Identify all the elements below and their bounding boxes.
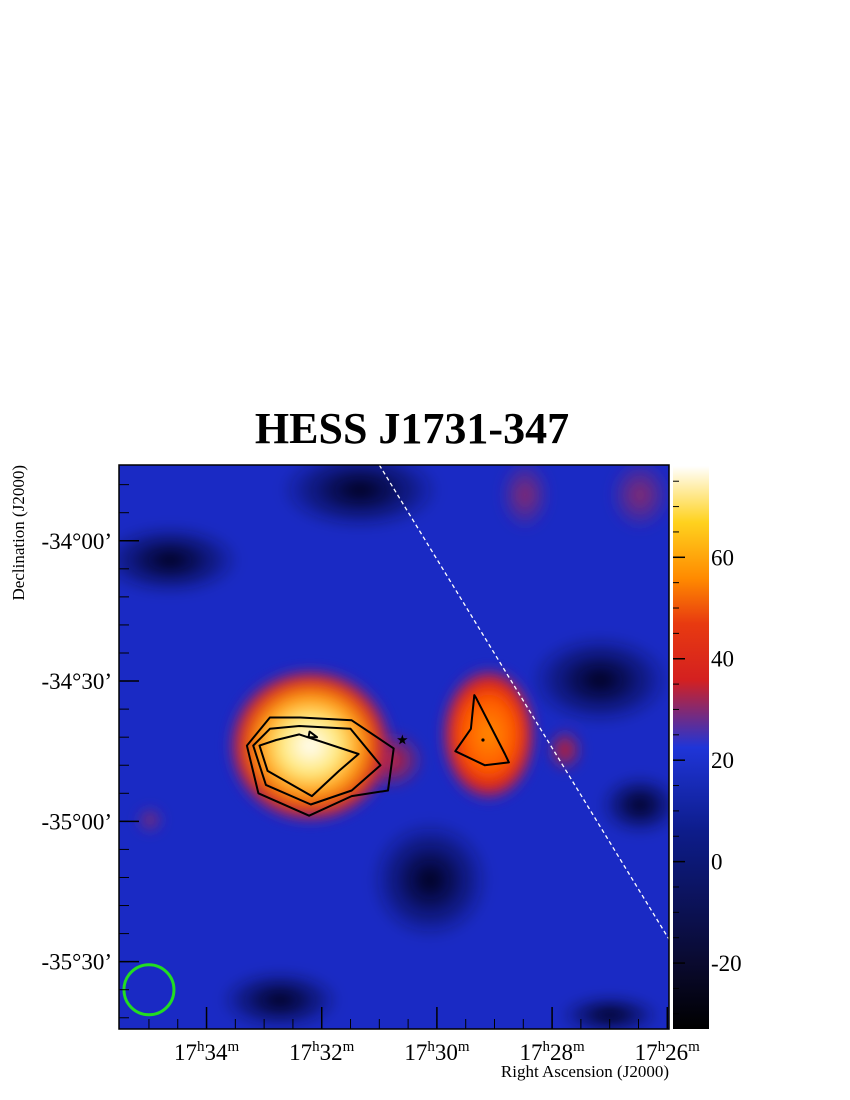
dark-region	[280, 465, 440, 530]
plot-frame	[118, 464, 670, 1030]
dark-region	[370, 820, 490, 940]
dark-region	[119, 525, 240, 595]
markers	[397, 734, 485, 745]
x-tick-label: 17h28m	[520, 1039, 586, 1065]
contour-1	[252, 725, 382, 806]
y-tick-label: -34°00’	[41, 529, 112, 554]
contour-4	[454, 694, 510, 767]
colorbar-tick-label: 60	[711, 545, 734, 570]
dark-region	[530, 635, 669, 725]
colorbar	[673, 466, 709, 1029]
source-main	[225, 665, 396, 826]
colorbar-ticks: -20 0 20 40 60	[673, 480, 742, 1015]
y-tick-label: -35°00’	[41, 809, 112, 834]
galactic-plane-line	[378, 465, 669, 940]
colorbar-tick-label: -20	[711, 951, 742, 976]
dark-region	[220, 970, 340, 1029]
contour-3	[307, 730, 319, 739]
purple-region	[136, 806, 164, 834]
dot-marker	[481, 738, 485, 742]
source-secondary	[438, 664, 539, 805]
x-tick-label: 17h30m	[404, 1039, 470, 1065]
y-axis-label: Declination (J2000)	[9, 465, 28, 601]
x-tick-label: 17h34m	[174, 1039, 239, 1065]
x-tick-label: 17h32m	[289, 1039, 355, 1065]
purple-region	[610, 465, 669, 530]
star-marker	[397, 734, 408, 745]
colorbar-tick-label: 40	[711, 647, 734, 672]
contours	[245, 694, 510, 817]
plot-area	[119, 465, 669, 1029]
x-ticks: 17h34m 17h32m 17h30m 17h28m 17h26m	[148, 1007, 701, 1065]
purple-region	[500, 465, 550, 530]
y-tick-label: -35°30’	[41, 950, 112, 975]
y-ticks: -34°00’ -34°30’ -35°00’ -35°30’	[41, 484, 139, 1019]
y-tick-label: -34°30’	[41, 669, 112, 694]
dark-region	[560, 995, 660, 1029]
colorbar-tick-label: 0	[711, 850, 723, 875]
chart-title: HESS J1731-347	[255, 404, 569, 453]
x-axis-label: Right Ascension (J2000)	[501, 1062, 669, 1081]
contour-0	[245, 716, 395, 817]
contour-2	[258, 733, 360, 798]
dark-region	[600, 775, 669, 835]
x-tick-label: 17h26m	[635, 1039, 701, 1065]
colorbar-tick-label: 20	[711, 748, 734, 773]
red-region	[547, 728, 583, 772]
